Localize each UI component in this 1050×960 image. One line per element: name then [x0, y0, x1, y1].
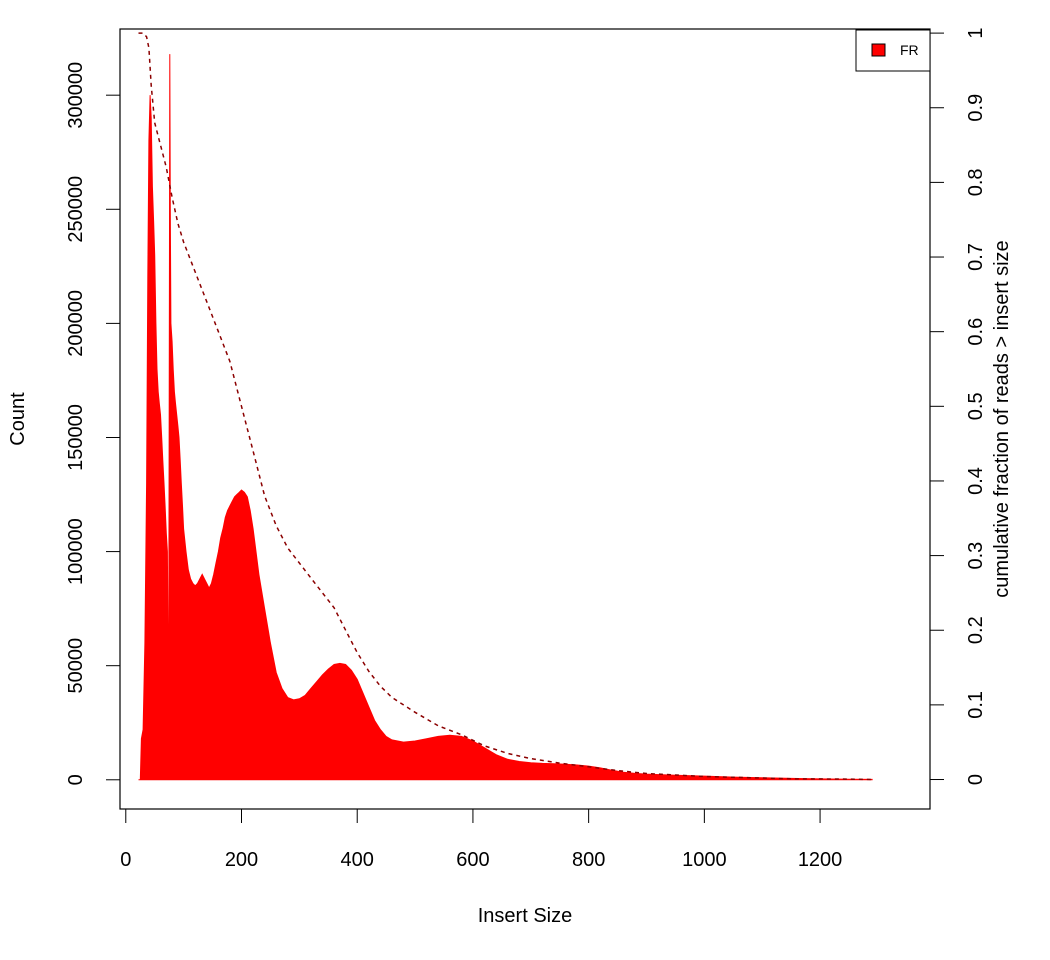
x-tick-label: 200 — [225, 849, 258, 871]
y-tick-label: 150000 — [65, 404, 87, 471]
y-axis: 0 50000 100000 150000 200000 250000 300000 — [65, 62, 121, 785]
legend-swatch — [871, 43, 886, 57]
cumulative-fraction-line — [138, 32, 873, 781]
y-tick-label: 200000 — [65, 290, 87, 357]
x-tick-label: 400 — [341, 849, 374, 871]
y-tick-label: 50000 — [65, 638, 87, 694]
histogram-series-fr — [138, 54, 873, 781]
y2-tick-label: 0.7 — [965, 243, 987, 271]
y-tick-label: 250000 — [65, 176, 87, 243]
legend: FR — [855, 29, 931, 72]
y2-tick-label: 0.9 — [965, 94, 987, 122]
y-tick-label: 0 — [65, 774, 87, 785]
y2-tick-label: 0 — [965, 774, 987, 785]
plot-area — [138, 32, 873, 781]
legend-label: FR — [900, 42, 919, 58]
x-tick-label: 800 — [572, 849, 605, 871]
y2-tick-label: 0.1 — [965, 691, 987, 719]
y2-tick-label: 0.8 — [965, 168, 987, 196]
y2-tick-label: 0.2 — [965, 616, 987, 644]
y2-tick-label: 0.6 — [965, 318, 987, 346]
y2-axis: 0 0.1 0.2 0.3 0.4 0.5 0.6 0.7 0.8 0.9 1 — [929, 28, 987, 785]
x-tick-label: 1200 — [798, 849, 843, 871]
y2-tick-label: 1 — [965, 28, 987, 39]
x-axis-label: Insert Size — [478, 905, 572, 927]
x-tick-label: 0 — [120, 849, 131, 871]
legend-box — [855, 29, 931, 72]
x-tick-label: 600 — [456, 849, 489, 871]
y-tick-label: 300000 — [65, 62, 87, 129]
y2-tick-label: 0.3 — [965, 542, 987, 570]
x-tick-label: 1000 — [682, 849, 727, 871]
y2-tick-label: 0.5 — [965, 392, 987, 420]
y2-axis-label: cumulative fraction of reads > insert si… — [991, 240, 1013, 597]
x-axis: 0 200 400 600 800 1000 1200 — [120, 808, 843, 871]
y-axis-label: Count — [7, 392, 29, 446]
y2-tick-label: 0.4 — [965, 467, 987, 495]
y-tick-label: 100000 — [65, 518, 87, 585]
